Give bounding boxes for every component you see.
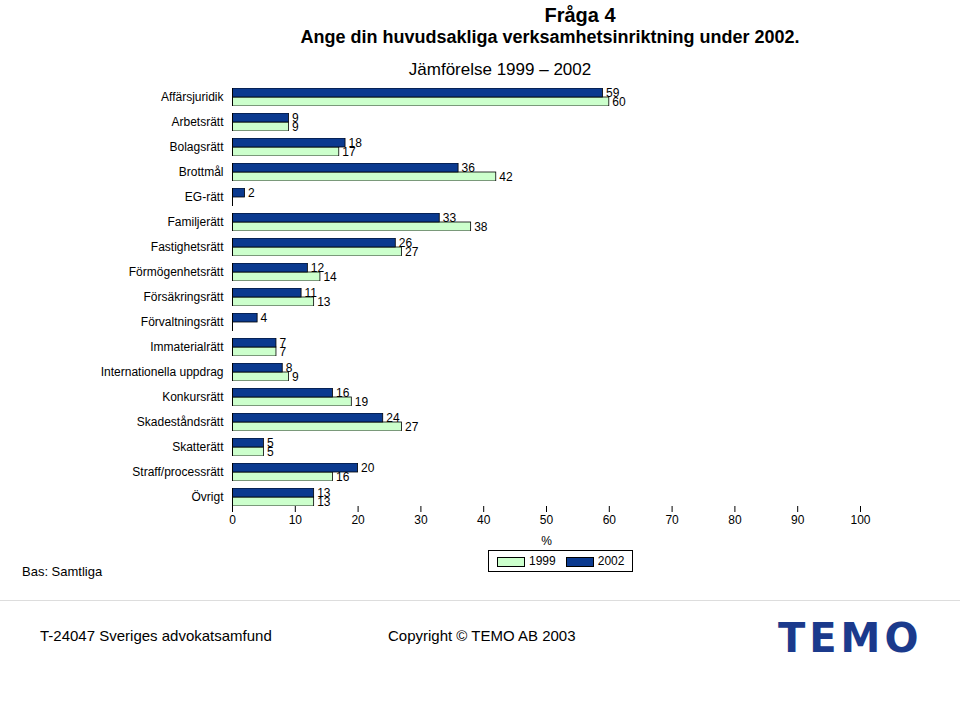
html-text:2002: 2002: [597, 554, 625, 568]
svg-text:Familjerätt: Familjerätt: [167, 215, 224, 229]
svg-text:5: 5: [267, 436, 274, 450]
svg-text:70: 70: [665, 513, 679, 527]
svg-text:Internationella uppdrag: Internationella uppdrag: [101, 365, 224, 379]
svg-text:16: 16: [336, 470, 350, 484]
svg-text:13: 13: [317, 295, 331, 309]
svg-text:Skatterätt: Skatterätt: [172, 440, 224, 454]
svg-text:Försäkringsrätt: Försäkringsrätt: [143, 290, 224, 304]
svg-text:%: %: [541, 534, 552, 548]
svg-text:10: 10: [289, 513, 303, 527]
svg-text:60: 60: [612, 94, 626, 109]
svg-text:20: 20: [361, 461, 375, 475]
svg-text:5: 5: [266, 444, 274, 459]
svg-text:Bolagsrätt: Bolagsrätt: [169, 140, 224, 154]
svg-text:18: 18: [349, 136, 363, 150]
html-text:Ange din huvudsakliga verksamh: Ange din huvudsakliga verksamhetsinriktn…: [300, 27, 800, 47]
svg-text:Arbetsrätt: Arbetsrätt: [171, 115, 224, 129]
svg-text:EG-rätt: EG-rätt: [185, 190, 224, 204]
svg-text:59: 59: [606, 86, 620, 100]
svg-text:30: 30: [414, 513, 428, 527]
svg-text:Förmögenhetsrätt: Förmögenhetsrätt: [129, 265, 224, 279]
html-text:Bas: Samtliga: Bas: Samtliga: [22, 564, 103, 579]
svg-text:90: 90: [791, 513, 805, 527]
svg-text:14: 14: [323, 270, 337, 284]
svg-text:Straff/processrätt: Straff/processrätt: [132, 465, 224, 479]
svg-text:Skadeståndsrätt: Skadeståndsrätt: [137, 415, 224, 429]
svg-text:13: 13: [317, 494, 331, 509]
svg-text:42: 42: [499, 170, 513, 184]
svg-text:27: 27: [405, 244, 419, 259]
svg-text:8: 8: [286, 361, 293, 375]
svg-text:24: 24: [386, 411, 400, 425]
svg-text:Övrigt: Övrigt: [191, 490, 224, 504]
svg-text:Konkursrätt: Konkursrätt: [162, 390, 224, 404]
svg-text:27: 27: [405, 420, 419, 434]
svg-text:9: 9: [292, 119, 299, 134]
svg-text:60: 60: [603, 513, 617, 527]
svg-text:2: 2: [248, 186, 255, 200]
svg-text:9: 9: [292, 111, 299, 125]
svg-text:50: 50: [540, 513, 554, 527]
svg-text:40: 40: [477, 513, 491, 527]
svg-text:Affärsjuridik: Affärsjuridik: [161, 90, 224, 104]
svg-text:Fastighetsrätt: Fastighetsrätt: [151, 240, 224, 254]
html-text:Fråga 4: Fråga 4: [544, 4, 616, 26]
html-text:1999: 1999: [529, 554, 556, 568]
svg-text:13: 13: [317, 486, 331, 500]
svg-text:16: 16: [336, 386, 350, 400]
svg-text:Brottmål: Brottmål: [179, 165, 224, 179]
svg-text:12: 12: [311, 261, 325, 275]
svg-text:17: 17: [342, 144, 356, 159]
svg-text:38: 38: [474, 220, 488, 234]
html-text:Copyright © TEMO AB 2003: Copyright © TEMO AB 2003: [388, 627, 576, 644]
svg-text:Immaterialrätt: Immaterialrätt: [150, 340, 224, 354]
svg-text:4: 4: [261, 311, 268, 325]
svg-text:80: 80: [728, 513, 742, 527]
svg-text:7: 7: [279, 344, 287, 359]
svg-text:0: 0: [229, 513, 236, 527]
svg-text:20: 20: [351, 513, 365, 527]
html-text:Jämförelse 1999 – 2002: Jämförelse 1999 – 2002: [408, 60, 592, 79]
svg-text:26: 26: [399, 236, 413, 250]
svg-text:36: 36: [462, 161, 476, 175]
svg-text:19: 19: [355, 395, 369, 409]
svg-text:Förvaltningsrätt: Förvaltningsrätt: [141, 315, 224, 329]
svg-text:9: 9: [292, 370, 299, 384]
svg-text:7: 7: [279, 336, 286, 350]
svg-text:100: 100: [850, 513, 870, 527]
html-text:TEMO: TEMO: [778, 615, 923, 661]
svg-text:11: 11: [305, 286, 318, 300]
html-text:T-24047 Sveriges advokatsamfun: T-24047 Sveriges advokatsamfund: [40, 627, 272, 644]
svg-text:33: 33: [443, 211, 457, 225]
